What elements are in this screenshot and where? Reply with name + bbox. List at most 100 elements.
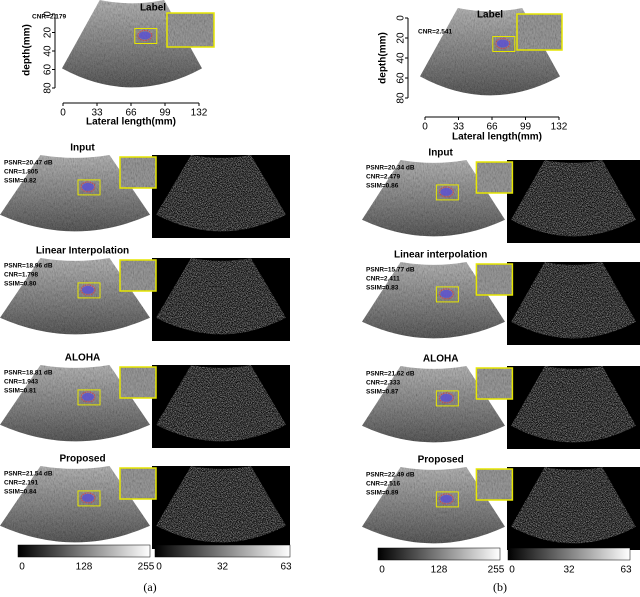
metric: CNR=1.798 bbox=[4, 272, 39, 279]
zoom-inset bbox=[476, 368, 513, 399]
method-title: ALOHA bbox=[423, 354, 459, 365]
y-tick-label: 20 bbox=[43, 27, 54, 39]
y-tick-label: 80 bbox=[396, 92, 407, 104]
zoom-inset-frame bbox=[475, 468, 514, 501]
lesion bbox=[496, 39, 509, 48]
metric: SSIM=0.89 bbox=[366, 490, 399, 497]
x-tick-label: 0 bbox=[422, 122, 428, 133]
metric: SSIM=0.82 bbox=[4, 178, 37, 185]
zoom-region bbox=[77, 282, 101, 299]
x-tick-label: 33 bbox=[453, 122, 465, 133]
panel-caption: (a) bbox=[143, 580, 156, 594]
y-tick-label: 40 bbox=[396, 52, 407, 64]
lesion-border bbox=[80, 284, 96, 296]
error-map bbox=[511, 160, 636, 237]
colorbar-tick-label: 63 bbox=[280, 562, 292, 573]
lesion-border bbox=[438, 493, 454, 505]
zoom-region bbox=[77, 179, 101, 196]
zoom-inset bbox=[517, 14, 562, 50]
lesion-border bbox=[495, 38, 511, 49]
speckle-overlay bbox=[0, 155, 150, 232]
y-tick-label: 0 bbox=[43, 11, 54, 17]
zoom-inset bbox=[476, 162, 513, 193]
zoom-region bbox=[435, 286, 459, 303]
y-tick-label: 60 bbox=[43, 64, 54, 76]
colorbar-tick-label: 0 bbox=[156, 562, 162, 573]
metric: PSNR=21.54 dB bbox=[4, 471, 53, 478]
zoom-region bbox=[435, 390, 459, 407]
metric: PSNR=20.34 dB bbox=[366, 165, 415, 172]
method-title: ALOHA bbox=[65, 353, 101, 364]
speckle-overlay bbox=[362, 467, 505, 544]
colorbar-tick-label: 128 bbox=[76, 562, 93, 573]
metric: SSIM=0.86 bbox=[366, 183, 399, 190]
colorbar-tick-label: 128 bbox=[431, 565, 448, 576]
lesion-border bbox=[438, 288, 454, 300]
zoom-inset bbox=[120, 468, 156, 499]
zoom-region bbox=[134, 28, 158, 44]
colorbar-tick-label: 32 bbox=[217, 562, 229, 573]
lesion bbox=[440, 289, 453, 298]
zoom-region bbox=[77, 490, 101, 507]
x-axis-label: Lateral length(mm) bbox=[452, 132, 542, 143]
lesion bbox=[82, 285, 94, 294]
x-tick-label: 99 bbox=[520, 122, 532, 133]
zoom-inset-frame bbox=[119, 366, 157, 399]
metric: CNR=2.516 bbox=[366, 481, 401, 488]
zoom-inset bbox=[120, 260, 156, 291]
colorbar-tick-label: 0 bbox=[19, 562, 25, 573]
lesion bbox=[82, 493, 94, 502]
method-title: Proposed bbox=[418, 455, 464, 466]
method-title: Input bbox=[70, 143, 95, 154]
cnr-value: CNR=2.541 bbox=[418, 29, 453, 36]
metric: PSNR=18.81 dB bbox=[4, 370, 53, 377]
zoom-region bbox=[435, 184, 459, 201]
lesion bbox=[138, 31, 151, 40]
speckle-overlay bbox=[0, 365, 150, 442]
metric: CNR=1.943 bbox=[4, 379, 39, 386]
zoom-region bbox=[435, 491, 459, 508]
lesion bbox=[440, 494, 453, 503]
panel-caption: (b) bbox=[493, 580, 507, 594]
zoom-inset-frame bbox=[166, 12, 215, 48]
y-tick-label: 60 bbox=[396, 72, 407, 84]
error-map bbox=[511, 262, 636, 339]
y-tick-label: 80 bbox=[43, 82, 54, 94]
zoom-inset bbox=[476, 264, 513, 295]
x-tick-label: 0 bbox=[60, 108, 66, 119]
metric: CNR=1.805 bbox=[4, 169, 39, 176]
colorbar-tick-label: 255 bbox=[138, 562, 155, 573]
metric: PSNR=18.96 dB bbox=[4, 263, 53, 270]
method-title: Input bbox=[428, 148, 453, 159]
colorbar bbox=[507, 547, 631, 561]
error-map bbox=[511, 467, 636, 544]
lesion bbox=[440, 393, 453, 402]
error-map bbox=[156, 466, 286, 543]
zoom-inset bbox=[476, 469, 513, 500]
metric: PSNR=22.49 dB bbox=[366, 472, 415, 479]
speckle-overlay bbox=[0, 258, 150, 335]
y-axis-label: depth(mm) bbox=[378, 32, 389, 84]
error-map bbox=[156, 155, 286, 232]
x-tick-label: 66 bbox=[486, 122, 498, 133]
x-tick-label: 66 bbox=[125, 108, 137, 119]
metric: SSIM=0.83 bbox=[366, 285, 399, 292]
metric: CNR=2.411 bbox=[366, 276, 400, 283]
speckle-overlay bbox=[362, 160, 505, 237]
cnr-value: CNR=2.179 bbox=[32, 14, 67, 21]
colorbar bbox=[154, 544, 291, 558]
error-map bbox=[511, 366, 636, 443]
metric: PSNR=15.77 dB bbox=[366, 267, 415, 274]
zoom-inset bbox=[120, 157, 156, 188]
lesion-border bbox=[137, 30, 153, 41]
method-title: Proposed bbox=[59, 454, 105, 465]
lesion-border bbox=[80, 181, 96, 193]
zoom-inset bbox=[167, 13, 214, 47]
metric: SSIM=0.84 bbox=[4, 489, 37, 496]
error-map bbox=[156, 365, 286, 442]
label-title: Label bbox=[140, 3, 166, 14]
colorbar bbox=[17, 544, 151, 558]
lesion-border bbox=[80, 391, 96, 403]
zoom-inset-frame bbox=[475, 263, 514, 296]
colorbar-tick-label: 63 bbox=[620, 565, 632, 576]
